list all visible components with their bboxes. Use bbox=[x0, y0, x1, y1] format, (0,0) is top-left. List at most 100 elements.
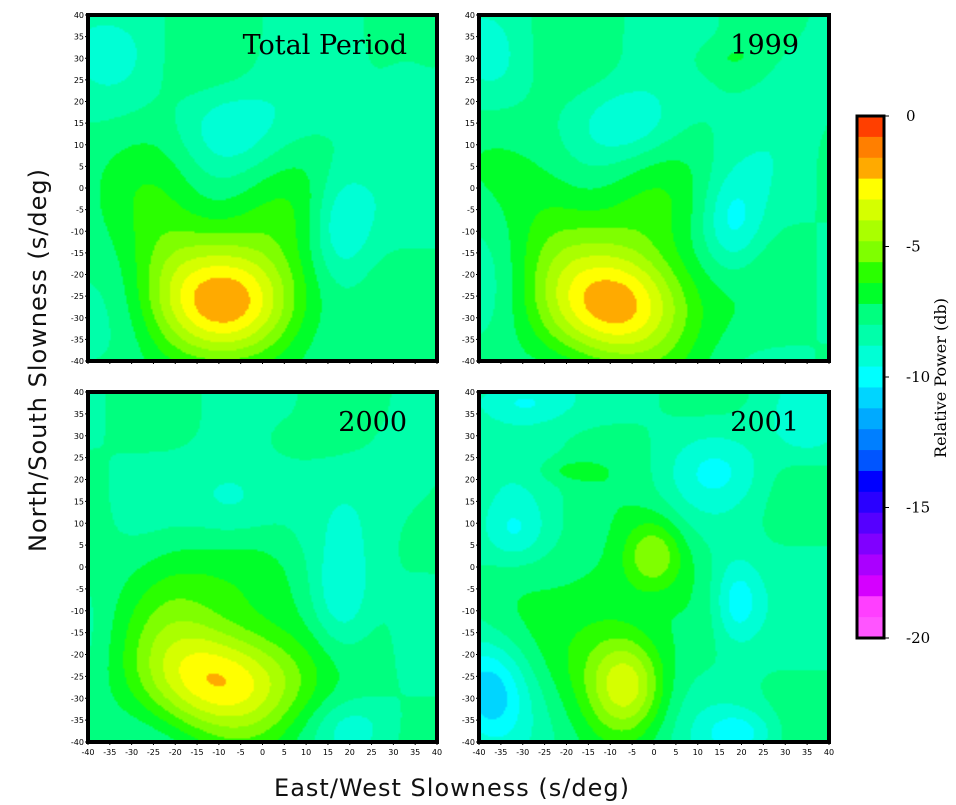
colorbar: 0 -5 -10 -15 -20 bbox=[855, 107, 930, 647]
y-tick-label: -10 bbox=[462, 607, 475, 616]
colorbar-swatch bbox=[857, 575, 884, 597]
y-tick-label: 5 bbox=[79, 541, 84, 550]
x-tick-label: -35 bbox=[103, 748, 116, 757]
colorbar-swatch bbox=[857, 617, 884, 639]
colorbar-swatch bbox=[857, 324, 884, 347]
y-tick-label: 20 bbox=[74, 476, 84, 485]
x-tick-label: 10 bbox=[693, 748, 703, 757]
y-tick-label: -5 bbox=[467, 206, 475, 215]
y-tick-label: -35 bbox=[71, 716, 84, 725]
y-tick-label: -35 bbox=[71, 335, 84, 344]
y-tick-label: 20 bbox=[465, 98, 475, 107]
y-tick-label: -40 bbox=[462, 738, 475, 747]
y-tick-label: 30 bbox=[465, 432, 475, 441]
y-tick-label: 40 bbox=[465, 11, 475, 20]
colorbar-swatch bbox=[857, 429, 884, 451]
x-tick-label: -30 bbox=[516, 748, 529, 757]
colorbar-swatch bbox=[857, 596, 884, 618]
x-tick-label: -20 bbox=[560, 748, 573, 757]
colorbar-swatch bbox=[857, 116, 884, 138]
colorbar-swatch bbox=[857, 554, 884, 576]
x-tick-label: -5 bbox=[237, 748, 245, 757]
x-tick-label: -40 bbox=[472, 748, 485, 757]
x-tick-label: -40 bbox=[81, 748, 94, 757]
x-tick-label: -15 bbox=[191, 748, 204, 757]
x-tick-label: 15 bbox=[715, 748, 725, 757]
y-tick-label: 0 bbox=[79, 184, 84, 193]
y-tick-label: -35 bbox=[462, 335, 475, 344]
colorbar-swatch bbox=[857, 533, 884, 555]
y-tick-label: 40 bbox=[74, 11, 84, 20]
x-tick-label: 0 bbox=[260, 748, 265, 757]
x-tick-label: 40 bbox=[432, 748, 442, 757]
x-tick-label: 25 bbox=[366, 748, 376, 757]
colorbar-swatch bbox=[857, 178, 884, 201]
x-tick-label: -30 bbox=[125, 748, 138, 757]
y-tick-label: 35 bbox=[74, 410, 84, 419]
colorbar-tick-label: -10 bbox=[906, 368, 930, 386]
y-tick-label: 0 bbox=[470, 184, 475, 193]
panel-2: -40 -35 -30 -25 -20 -15 -10 -5 0 5 10 15 20 25 30 35 40 1… bbox=[462, 11, 831, 366]
x-tick-label: -35 bbox=[494, 748, 507, 757]
y-tick-label: 25 bbox=[74, 454, 84, 463]
y-tick-label: 10 bbox=[465, 519, 475, 528]
y-tick-label: 10 bbox=[465, 141, 475, 150]
y-tick-label: -30 bbox=[462, 694, 475, 703]
panel-4: -40-40 -35 -35 -30 -30 -25 -25 -20 -20 -15 -15 -10 -… bbox=[462, 388, 834, 757]
x-tick-label: -20 bbox=[169, 748, 182, 757]
y-tick-label: 15 bbox=[74, 497, 84, 506]
y-tick-label: 10 bbox=[74, 141, 84, 150]
y-tick-label: 40 bbox=[465, 388, 475, 397]
panel-1: -40 -35 -30 -25 -20 -15 -10 -5 0 5 10 15 20 25 30 35 40 T… bbox=[71, 11, 439, 366]
y-tick-label: 15 bbox=[74, 119, 84, 128]
y-tick-label: -20 bbox=[462, 271, 475, 280]
y-tick-label: -35 bbox=[462, 716, 475, 725]
y-tick-label: 5 bbox=[470, 541, 475, 550]
heatmap-image-4 bbox=[479, 392, 829, 742]
heatmap-image-3 bbox=[88, 392, 437, 742]
colorbar-swatch bbox=[857, 450, 884, 472]
y-tick-label: -15 bbox=[462, 629, 475, 638]
y-tick-label: 35 bbox=[74, 33, 84, 42]
x-tick-label: -25 bbox=[538, 748, 551, 757]
y-tick-label: 15 bbox=[465, 119, 475, 128]
y-tick-label: 40 bbox=[74, 388, 84, 397]
x-tick-label: -5 bbox=[628, 748, 636, 757]
y-tick-label: 15 bbox=[465, 497, 475, 506]
x-tick-label: 10 bbox=[301, 748, 311, 757]
y-tick-label: 0 bbox=[79, 563, 84, 572]
colorbar-swatch bbox=[857, 366, 884, 388]
y-tick-label: -30 bbox=[462, 314, 475, 323]
x-tick-label: -10 bbox=[212, 748, 225, 757]
panel-title: 2000 bbox=[338, 407, 407, 438]
colorbar-tick-label: -15 bbox=[906, 499, 930, 517]
y-tick-label: 30 bbox=[74, 432, 84, 441]
x-tick-label: -10 bbox=[604, 748, 617, 757]
x-tick-label: -15 bbox=[582, 748, 595, 757]
y-tick-label: -25 bbox=[71, 672, 84, 681]
y-tick-label: -20 bbox=[71, 271, 84, 280]
y-tick-label: -40 bbox=[462, 357, 475, 366]
y-tick-label: -25 bbox=[462, 672, 475, 681]
panel-title: 1999 bbox=[730, 30, 799, 61]
colorbar-swatch bbox=[857, 136, 884, 159]
colorbar-swatch bbox=[857, 241, 884, 263]
y-tick-label: 25 bbox=[74, 76, 84, 85]
y-tick-label: 30 bbox=[465, 54, 475, 63]
colorbar-tick-label: -5 bbox=[906, 238, 921, 256]
y-tick-label: -20 bbox=[462, 651, 475, 660]
colorbar-swatch bbox=[857, 220, 884, 242]
heatmap-image-1 bbox=[88, 15, 437, 361]
x-tick-label: -25 bbox=[147, 748, 160, 757]
colorbar-swatch bbox=[857, 470, 884, 493]
heatmap-image-2 bbox=[479, 15, 829, 361]
colorbar-swatch bbox=[857, 199, 884, 221]
colorbar-tick-label: 0 bbox=[906, 107, 916, 125]
x-tick-label: 20 bbox=[345, 748, 355, 757]
panel-title: Total Period bbox=[243, 30, 407, 61]
y-tick-label: 25 bbox=[465, 454, 475, 463]
y-tick-label: 5 bbox=[470, 162, 475, 171]
y-tick-label: 20 bbox=[74, 98, 84, 107]
panel-title: 2001 bbox=[730, 407, 799, 438]
panels-group: -40 -35 -30 -25 -20 -15 -10 -5 0 5 10 15 20 25 30 35 40 T… bbox=[71, 11, 834, 757]
